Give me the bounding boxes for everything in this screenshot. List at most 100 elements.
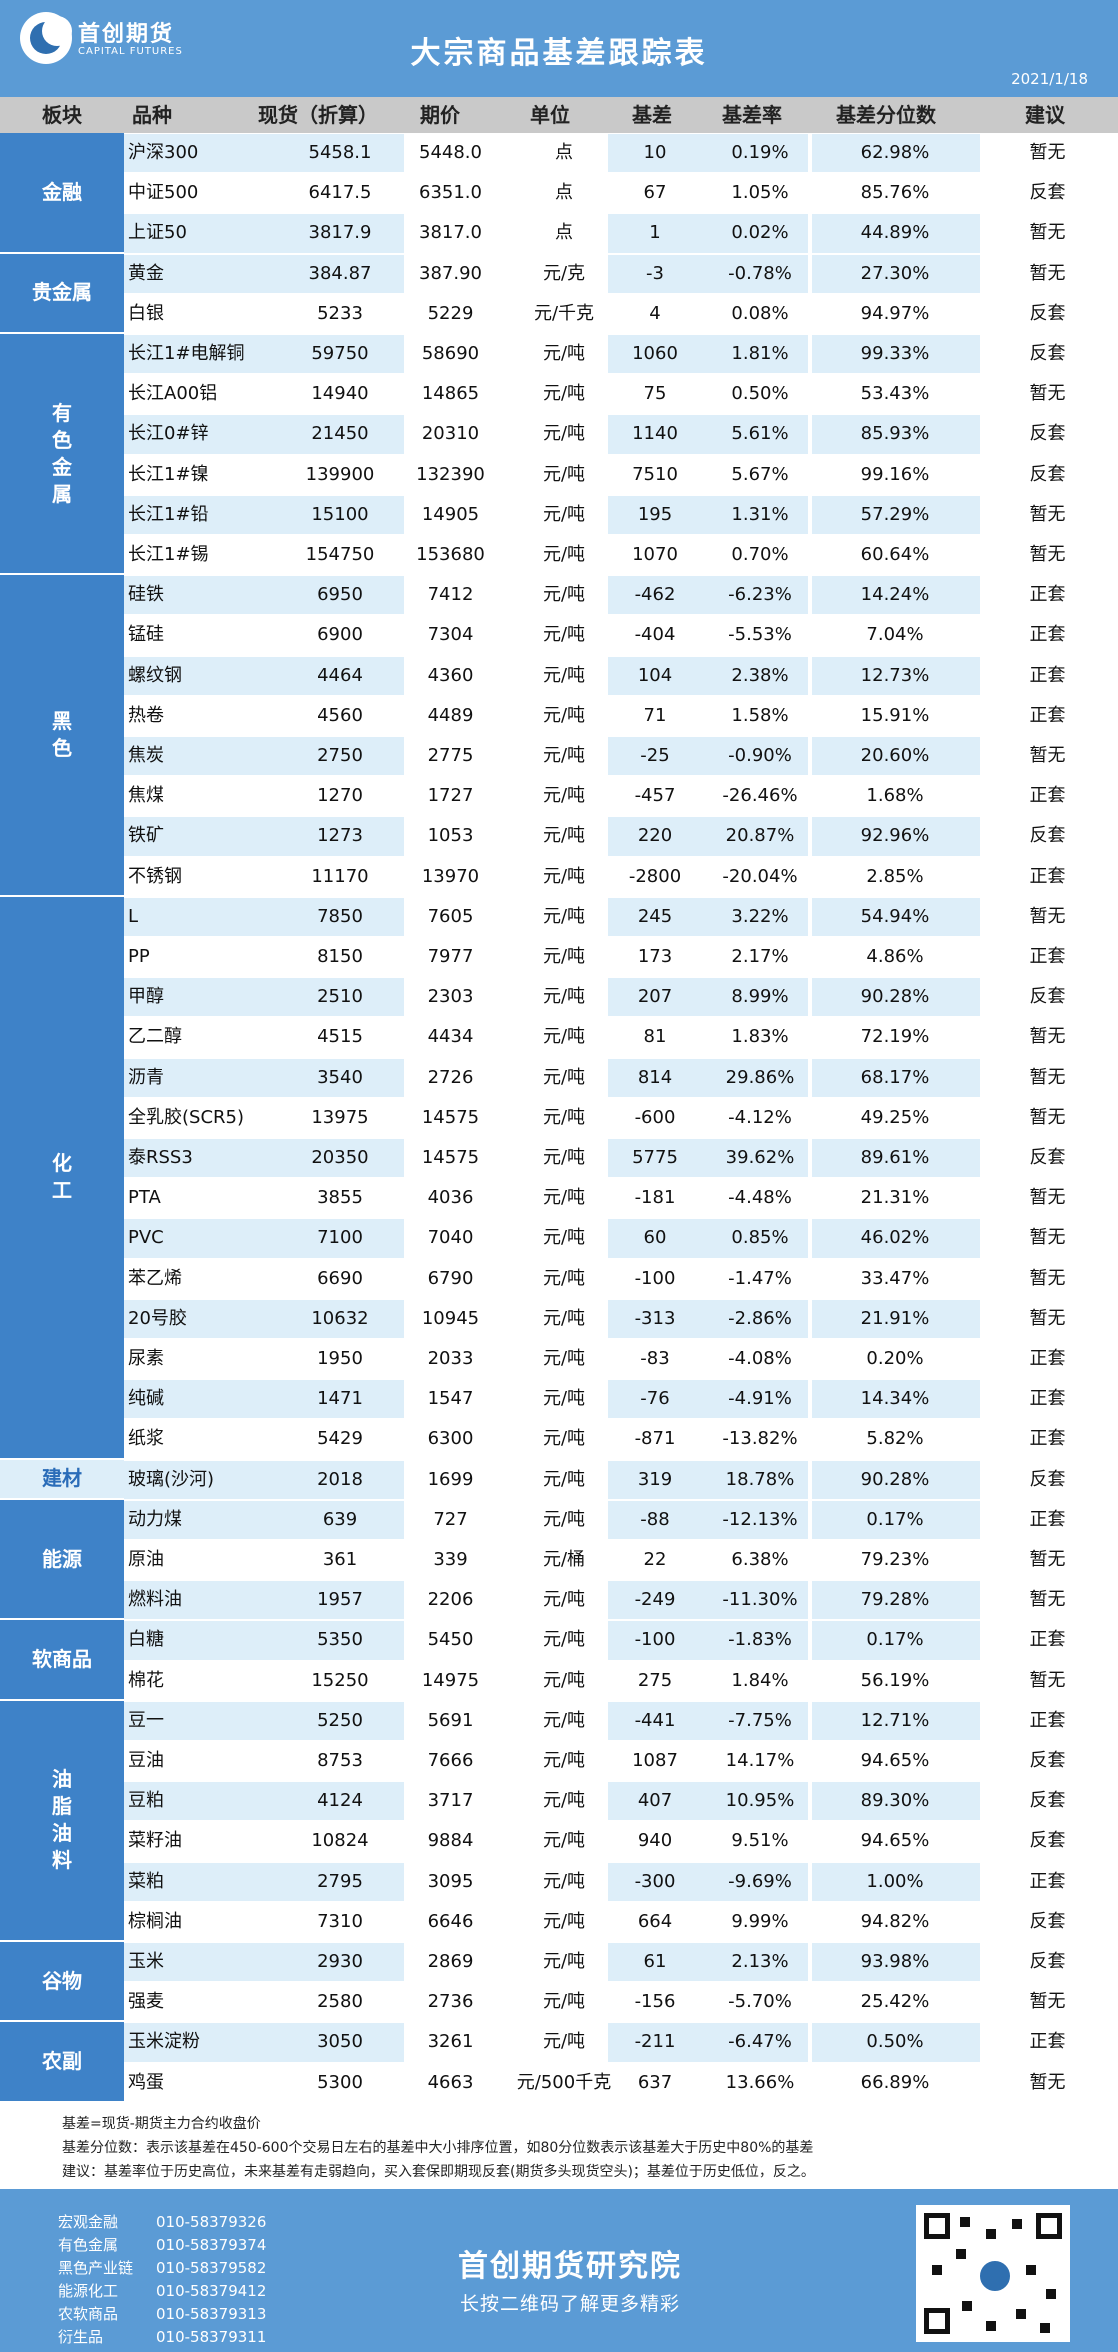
advice-cell: 暂无 [1029, 222, 1066, 244]
percentile-cell: 90.28% [860, 986, 930, 1008]
basis-rate-cell: 8.99% [731, 986, 789, 1008]
product-cell: 上证50 [128, 222, 187, 244]
basis-rate-cell: -2.86% [728, 1307, 792, 1329]
basis-cell: 173 [637, 946, 673, 967]
product-cell: PVC [128, 1227, 164, 1249]
futures-cell: 14865 [421, 383, 480, 405]
percentile-cell: 54.94% [860, 905, 930, 927]
futures-cell: 2869 [427, 1951, 474, 1972]
unit-cell: 元/吨 [542, 1307, 586, 1329]
percentile-cell: 25.42% [860, 1991, 930, 2013]
product-cell: 长江0#锌 [128, 423, 209, 445]
unit-cell: 元/吨 [542, 1830, 586, 1852]
basis-cell: 1140 [632, 423, 678, 445]
basis-cell: 220 [637, 825, 673, 847]
percentile-cell: 53.43% [860, 383, 930, 405]
basis-cell: 61 [643, 1951, 667, 1972]
table-row: PTA 3855 4036 元/吨 -181 -4.48% 21.31% 暂无 [0, 1178, 1118, 1218]
product-cell: 菜籽油 [128, 1830, 182, 1852]
unit-cell: 元/吨 [542, 1066, 586, 1088]
percentile-cell: 12.73% [860, 664, 930, 686]
table-row: 乙二醇 4515 4434 元/吨 81 1.83% 72.19% 暂无 [0, 1017, 1118, 1057]
spot-cell: 5429 [317, 1428, 363, 1450]
futures-cell: 6646 [427, 1910, 474, 1932]
unit-cell: 元/吨 [542, 1870, 586, 1892]
futures-cell: 9884 [427, 1830, 474, 1852]
unit-cell: 元/吨 [542, 1951, 586, 1972]
percentile-cell: 85.93% [860, 423, 930, 445]
futures-cell: 20310 [421, 423, 480, 445]
table-row: 20号胶 10632 10945 元/吨 -313 -2.86% 21.91% 暂无 [0, 1299, 1118, 1339]
contact-item: 农软商品 010-58379313 [58, 2305, 267, 2323]
advice-cell: 正套 [1029, 1508, 1066, 1530]
sector-label: 黑色 [0, 575, 124, 897]
unit-cell: 元/吨 [542, 825, 586, 847]
table-row: 棉花 15250 14975 元/吨 275 1.84% 56.19% 暂无 [0, 1661, 1118, 1701]
page-title: 大宗商品基差跟踪表 [410, 36, 708, 71]
futures-cell: 727 [433, 1508, 468, 1530]
advice-cell: 正套 [1029, 865, 1066, 887]
unit-cell: 元/吨 [542, 1147, 586, 1168]
product-cell: 焦炭 [128, 745, 164, 766]
unit-cell: 元/吨 [542, 1709, 586, 1731]
spot-cell: 11170 [311, 865, 369, 887]
col-unit: 单位 [530, 103, 570, 127]
advice-cell: 反套 [1029, 1750, 1066, 1771]
futures-cell: 4489 [427, 704, 474, 726]
percentile-cell: 12.71% [860, 1709, 930, 1731]
basis-rate-cell: -0.78% [728, 262, 792, 284]
unit-cell: 元/吨 [542, 1428, 586, 1450]
product-cell: L [128, 905, 139, 927]
note-advice-definition: 建议：基差率位于历史高位，未来基差有走弱趋向，买入套保即期现反套(期货多头现货空… [62, 2164, 815, 2180]
spot-cell: 1950 [317, 1348, 363, 1369]
futures-cell: 14575 [421, 1147, 480, 1168]
advice-cell: 反套 [1029, 1468, 1066, 1490]
product-cell: 甲醇 [128, 986, 164, 1008]
basis-rate-cell: 39.62% [725, 1147, 795, 1168]
basis-rate-cell: 1.31% [731, 503, 789, 525]
futures-cell: 14975 [421, 1669, 480, 1691]
table-row: 上证50 3817.9 3817.0 点 1 0.02% 44.89% 暂无 [0, 213, 1118, 253]
spot-cell: 59750 [311, 343, 369, 364]
spot-cell: 384.87 [308, 262, 372, 284]
basis-rate-cell: 0.70% [731, 544, 789, 565]
percentile-cell: 66.89% [860, 2071, 930, 2093]
table-row: 白银 5233 5229 元/千克 4 0.08% 94.97% 反套 [0, 294, 1118, 334]
percentile-cell: 20.60% [860, 745, 930, 766]
product-cell: 沪深300 [128, 142, 199, 163]
spot-cell: 639 [322, 1508, 358, 1530]
spot-cell: 2018 [317, 1468, 363, 1490]
product-cell: 泰RSS3 [128, 1147, 193, 1168]
advice-cell: 正套 [1029, 624, 1066, 646]
percentile-cell: 0.20% [866, 1348, 924, 1369]
table-row: 中证500 6417.5 6351.0 点 67 1.05% 85.76% 反套 [0, 173, 1118, 213]
basis-rate-cell: 2.17% [731, 946, 789, 967]
advice-cell: 暂无 [1029, 1307, 1066, 1329]
table-row: 长江0#锌 21450 20310 元/吨 1140 5.61% 85.93% 反套 [0, 414, 1118, 454]
advice-cell: 暂无 [1029, 1991, 1066, 2013]
qr-code-icon[interactable] [916, 2205, 1070, 2342]
basis-rate-cell: -6.47% [728, 2031, 792, 2053]
futures-cell: 6300 [427, 1428, 474, 1450]
spot-cell: 1957 [317, 1589, 363, 1611]
unit-cell: 元/吨 [542, 1267, 586, 1289]
col-advice: 建议 [1025, 103, 1065, 127]
sector-label: 有色金属 [0, 334, 124, 576]
futures-cell: 387.90 [419, 262, 482, 284]
basis-rate-cell: -12.13% [722, 1508, 798, 1530]
futures-cell: 1547 [427, 1388, 474, 1410]
basis-rate-cell: -1.83% [728, 1629, 792, 1651]
product-cell: 中证500 [128, 182, 199, 204]
basis-rate-cell: 1.83% [731, 1026, 789, 1048]
sector-label: 油脂油料 [0, 1700, 124, 1942]
advice-cell: 暂无 [1029, 2071, 1066, 2093]
unit-cell: 元/吨 [542, 544, 586, 565]
futures-cell: 7977 [427, 946, 474, 967]
spot-cell: 4464 [317, 664, 363, 686]
unit-cell: 元/吨 [542, 1669, 586, 1691]
percentile-cell: 89.30% [860, 1790, 930, 1812]
footer-title: 首创期货研究院 [458, 2249, 682, 2284]
spot-cell: 5250 [317, 1709, 363, 1731]
sector-label: 建材 [0, 1459, 124, 1500]
unit-cell: 点 [555, 142, 573, 163]
